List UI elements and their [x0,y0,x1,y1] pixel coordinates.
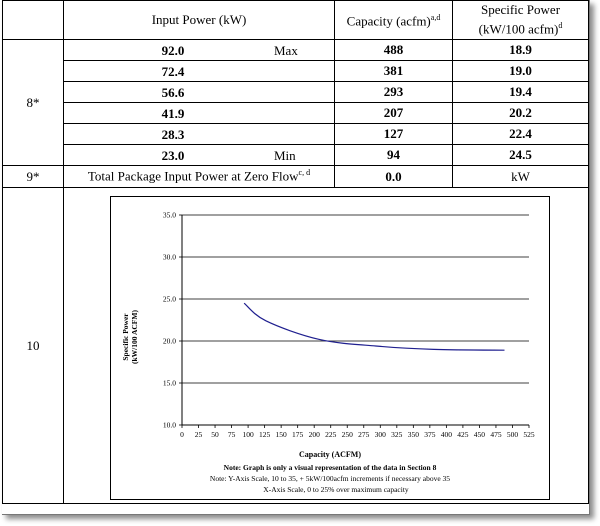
x-tick-label: 275 [358,430,370,439]
input-power-cell: 41.9 [63,102,335,124]
specific-power-cell: 19.0 [452,60,589,82]
header-blank [2,0,64,40]
x-tick-label: 200 [309,430,321,439]
table-row: 28.3 127 22.4 [3,123,589,145]
graph-note: X-Axis Scale, 0 to 25% over maximum capa… [263,485,409,494]
x-tick-label: 75 [228,430,236,439]
input-power-cell: 92.0 Max [63,39,335,61]
x-tick-label: 0 [180,430,184,439]
x-tick-label: 525 [523,430,535,439]
header-row: Input Power (kW) Capacity (acfm)a,d Spec… [2,0,589,40]
y-tick-label: 30.0 [163,253,176,262]
graph-note: Note: Graph is only a visual representat… [224,463,437,472]
y-axis-label: Specific Power [121,313,130,361]
x-tick-label: 175 [292,430,304,439]
series-line [243,302,505,351]
table-row: 23.0 Min 94 24.5 [3,144,589,166]
chart-frame: 10.0 15.0 20.0 25.0 30.0 35.0 0 25 50 75 100 125 15… [110,196,550,500]
x-tick-label: 350 [408,430,420,439]
zero-flow-value: 0.0 [334,165,453,188]
graph-row: 10 10.0 15.0 20.0 25.0 30.0 35.0 0 25 50 75 100 12… [2,187,589,504]
x-ticks: 0 25 50 75 100 125 150 175 200 225 250 275 300 325 350… [180,425,535,439]
row-label-9: 9* [2,165,64,188]
specific-power-cell: 24.5 [452,144,589,166]
zero-flow-row: 9* Total Package Input Power at Zero Flo… [2,165,589,188]
x-tick-label: 150 [276,430,288,439]
header-input-power: Input Power (kW) [63,0,335,40]
capacity-cell: 293 [334,81,453,103]
graph-note: Note: Y-Axis Scale, 10 to 35, + 5kW/100a… [210,474,450,483]
y-tick-label: 35.0 [163,211,176,220]
chart-svg: 10.0 15.0 20.0 25.0 30.0 35.0 0 25 50 75 100 125 15… [121,211,535,495]
x-tick-label: 25 [195,430,203,439]
specific-power-cell: 19.4 [452,81,589,103]
y-tick-label: 20.0 [163,337,176,346]
x-tick-label: 325 [391,430,403,439]
y-tick-label: 10.0 [163,421,176,430]
table-row: 72.4 381 19.0 [3,60,589,82]
graph-wrapper: 10.0 15.0 20.0 25.0 30.0 35.0 0 25 50 75 100 125 15… [64,188,588,503]
input-power-cell: 28.3 [63,123,335,145]
x-tick-label: 125 [259,430,271,439]
capacity-cell: 381 [334,60,453,82]
header-specific-power: Specific Power (kW/100 acfm)d [452,0,589,40]
capacity-cell: 207 [334,102,453,124]
x-tick-label: 225 [325,430,337,439]
capacity-cell: 94 [334,144,453,166]
x-tick-label: 500 [507,430,519,439]
capacity-cell: 127 [334,123,453,145]
zero-flow-label: Total Package Input Power at Zero Flowc,… [63,165,335,188]
specific-power-cell: 18.9 [452,39,589,61]
specification-table: Input Power (kW) Capacity (acfm)a,d Spec… [2,0,589,504]
x-tick-label: 300 [375,430,387,439]
row-label-10: 10 [2,187,64,504]
x-tick-label: 450 [474,430,486,439]
y-tick-label: 15.0 [163,379,176,388]
x-tick-label: 250 [342,430,354,439]
input-power-cell: 56.6 [63,81,335,103]
specific-power-cell: 22.4 [452,123,589,145]
specific-power-cell: 20.2 [452,102,589,124]
graph-cell: 10.0 15.0 20.0 25.0 30.0 35.0 0 25 50 75 100 125 15… [63,187,589,504]
x-tick-label: 400 [441,430,453,439]
capacity-cell: 488 [334,39,453,61]
input-power-cell: 23.0 Min [63,144,335,166]
x-tick-label: 475 [490,430,502,439]
x-tick-label: 100 [242,430,254,439]
spec-sheet: Input Power (kW) Capacity (acfm)a,d Spec… [2,0,590,515]
y-axis-label-units: (kW/100 ACFM) [130,310,139,364]
table-row: 8* 92.0 Max 488 18.9 [2,39,589,166]
input-power-cell: 72.4 [63,60,335,82]
x-axis-label: Capacity (ACFM) [299,450,361,459]
y-ticks: 10.0 15.0 20.0 25.0 30.0 35.0 [163,211,529,430]
table-row: 41.9 207 20.2 [3,102,589,124]
x-tick-label: 50 [211,430,219,439]
y-tick-label: 25.0 [163,295,176,304]
zero-flow-unit: kW [452,165,589,188]
table-row: 56.6 293 19.4 [3,81,589,103]
x-tick-label: 375 [424,430,436,439]
x-tick-label: 425 [457,430,469,439]
header-capacity: Capacity (acfm)a,d [334,0,453,40]
row-label-8: 8* [2,39,64,166]
